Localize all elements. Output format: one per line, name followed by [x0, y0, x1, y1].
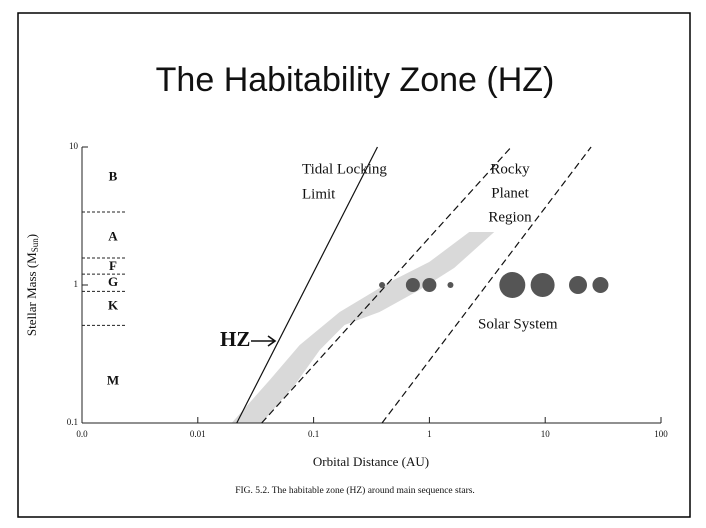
x-tick-label: 1 — [427, 429, 432, 439]
y-label-end: ) — [24, 234, 39, 238]
class-label: F — [109, 258, 117, 273]
annotation: Tidal Locking — [302, 161, 387, 177]
annotation: Solar System — [478, 316, 558, 332]
planet — [592, 277, 609, 293]
x-tick-label: 0.0 — [76, 429, 88, 439]
class-label: B — [109, 169, 118, 184]
planet — [569, 276, 588, 294]
annotation: Region — [488, 209, 532, 225]
x-axis-label: Orbital Distance (AU) — [313, 454, 429, 469]
class-label: M — [107, 372, 119, 387]
x-tick-label: 100 — [654, 429, 668, 439]
y-axis-label: Stellar Mass (MSun) — [24, 234, 40, 336]
planet — [530, 273, 555, 297]
hz-region — [231, 232, 512, 423]
y-tick-label: 10 — [69, 141, 79, 151]
class-label: G — [108, 274, 118, 289]
planet — [379, 282, 386, 288]
slide-frame — [17, 12, 691, 518]
annotation: Limit — [302, 186, 336, 202]
planet — [499, 272, 526, 298]
boundary-line — [261, 146, 512, 424]
hz-label: HZ — [220, 327, 250, 351]
planet — [405, 278, 420, 292]
planet — [422, 278, 437, 292]
y-tick-label: 0.1 — [67, 417, 78, 427]
annotation: Planet — [491, 185, 529, 201]
annotation: Rocky — [490, 161, 530, 177]
y-label-main: Stellar Mass (M — [24, 252, 39, 336]
y-label-sub: Sun — [30, 238, 40, 253]
hz-arrow — [251, 335, 277, 347]
slide-title: The Habitability Zone (HZ) — [156, 61, 555, 99]
class-label: A — [108, 229, 118, 244]
caption: FIG. 5.2. The habitable zone (HZ) around… — [235, 485, 475, 496]
y-tick-label: 1 — [74, 279, 79, 289]
x-tick-label: 0.1 — [308, 429, 319, 439]
boundary-line — [381, 146, 592, 424]
planet — [447, 282, 454, 288]
boundary-line — [236, 146, 378, 424]
x-tick-label: 10 — [541, 429, 551, 439]
class-label: K — [108, 297, 119, 312]
x-tick-label: 0.01 — [190, 429, 206, 439]
